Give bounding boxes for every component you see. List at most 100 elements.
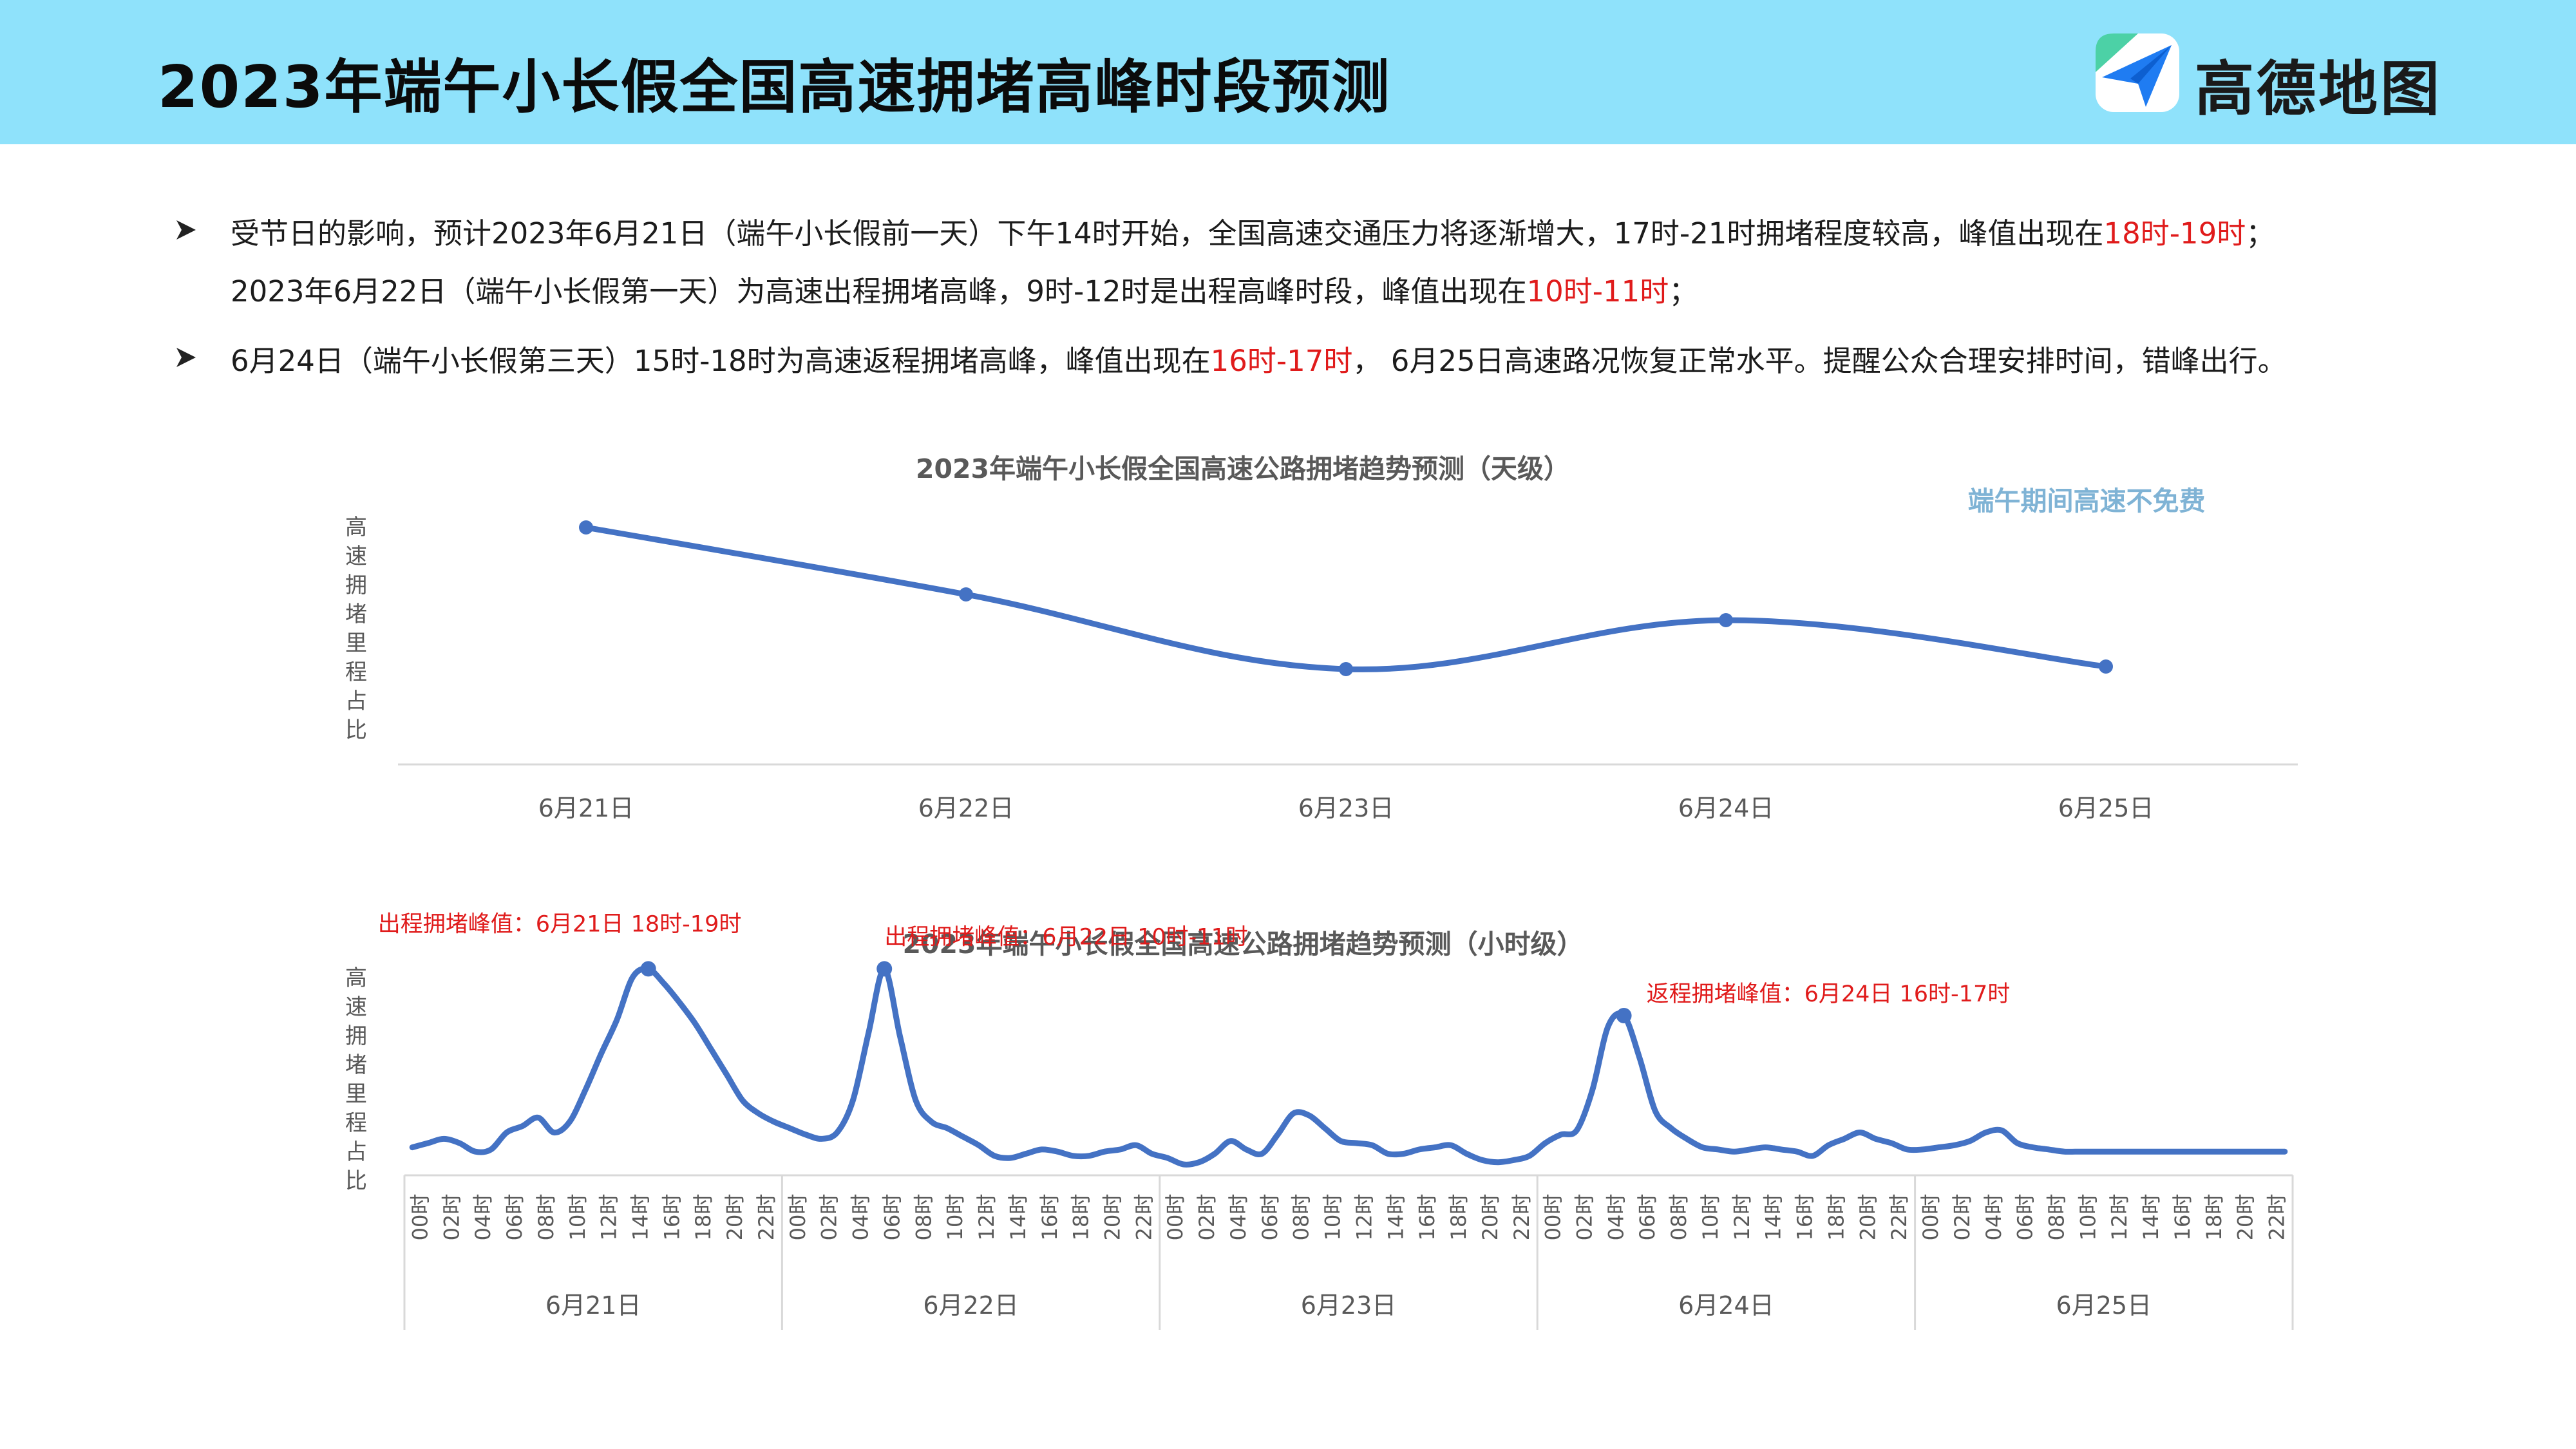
y-axis-label-char: 高 [345, 515, 367, 540]
bullet-1-line-2: 2023年6月22日（端午小长假第一天）为高速出程拥堵高峰，9时-12时是出程高… [231, 263, 2460, 321]
day-group-label: 6月25日 [2056, 1291, 2152, 1320]
peak-marker [876, 961, 893, 977]
y-axis-label-char: 程 [345, 659, 367, 685]
bullet-2-line-1: 6月24日（端午小长假第三天）15时-18时为高速返程拥堵高峰，峰值出现在16时… [231, 332, 2460, 390]
hour-tick-label: 14时 [1761, 1194, 1786, 1241]
y-axis-label-char: 速 [345, 994, 367, 1020]
hour-tick-label: 04时 [849, 1194, 873, 1241]
chart-annotation: 端午期间高速不免费 [1968, 486, 2206, 516]
hour-tick-label: 20时 [1101, 1194, 1125, 1241]
hour-tick-label: 08时 [2045, 1194, 2069, 1241]
hour-tick-label: 06时 [1635, 1194, 1660, 1241]
amap-logo-icon [2096, 33, 2179, 112]
hour-tick-label: 02时 [817, 1194, 842, 1241]
brand: 高德地图 [2093, 31, 2479, 124]
y-axis-label-char: 里 [345, 630, 367, 656]
hour-tick-label: 04时 [1604, 1194, 1628, 1241]
hour-tick-label: 02时 [1573, 1194, 1597, 1241]
bullet-text: ； [1669, 274, 1698, 308]
hour-tick-label: 06时 [1258, 1194, 1282, 1241]
y-axis-label-char: 拥 [345, 573, 367, 598]
hour-tick-label: 00时 [786, 1194, 810, 1241]
series-line [409, 965, 2288, 1168]
y-axis-label-char: 占 [345, 1139, 367, 1165]
bullet-1-line-1: 受节日的影响，预计2023年6月21日（端午小长假前一天）下午14时开始，全国高… [231, 205, 2460, 263]
hour-tick-label: 18时 [1824, 1194, 1848, 1241]
hour-tick-label: 14时 [2139, 1194, 2163, 1241]
hour-tick-label: 12时 [1352, 1194, 1376, 1241]
hour-tick-label: 00时 [408, 1194, 432, 1241]
y-axis-label-char: 占 [345, 688, 367, 714]
header-banner: 2023年端午小长假全国高速拥堵高峰时段预测 高德地图 [0, 0, 2576, 144]
hour-tick-label: 02时 [439, 1194, 464, 1241]
day-group-label: 6月23日 [1301, 1291, 1397, 1320]
page-title: 2023年端午小长假全国高速拥堵高峰时段预测 [158, 53, 1391, 121]
hour-tick-label: 18时 [691, 1194, 715, 1241]
y-axis-label-char: 比 [345, 717, 367, 743]
hour-tick-label: 12时 [2107, 1194, 2132, 1241]
day-group-label: 6月21日 [545, 1291, 641, 1320]
x-tick-label: 6月21日 [538, 794, 634, 822]
hour-tick-label: 10时 [1698, 1194, 1723, 1241]
day-group-label: 6月24日 [1678, 1291, 1774, 1320]
peak-label: 出程拥堵峰值：6月22日 10时-11时 [884, 924, 1248, 950]
hour-tick-label: 08时 [534, 1194, 558, 1241]
data-point [579, 520, 593, 535]
bullet-item-2: 6月24日（端午小长假第三天）15时-18时为高速返程拥堵高峰，峰值出现在16时… [167, 332, 2460, 390]
daily-congestion-chart: 2023年端午小长假全国高速公路拥堵趋势预测（天级） 端午期间高速不免费 高速拥… [345, 453, 2298, 822]
brand-name: 高德地图 [2195, 55, 2443, 124]
chart-title: 2023年端午小长假全国高速公路拥堵趋势预测（小时级） [902, 929, 1583, 960]
hour-tick-label: 12时 [974, 1194, 999, 1241]
hour-tick-label: 10时 [943, 1194, 967, 1241]
hour-tick-label: 14时 [1006, 1194, 1030, 1241]
x-tick-label: 6月23日 [1298, 794, 1394, 822]
hour-tick-label: 20时 [1478, 1194, 1502, 1241]
data-point [2099, 659, 2113, 674]
hour-tick-label: 00时 [1541, 1194, 1566, 1241]
hour-tick-label: 04时 [471, 1194, 495, 1241]
hour-tick-label: 14时 [629, 1194, 653, 1241]
hour-tick-label: 16时 [2170, 1194, 2195, 1241]
data-point [1339, 662, 1353, 676]
hour-tick-label: 04时 [1982, 1194, 2006, 1241]
hour-tick-label: 10时 [1321, 1194, 1345, 1241]
hour-tick-label: 20时 [2233, 1194, 2258, 1241]
data-point [959, 587, 973, 601]
hour-tick-label: 18时 [1069, 1194, 1094, 1241]
hour-tick-label: 02时 [1950, 1194, 1975, 1241]
peak-label: 出程拥堵峰值：6月21日 18时-19时 [378, 911, 742, 937]
hour-tick-label: 16时 [1037, 1194, 1062, 1241]
hour-tick-label: 12时 [1730, 1194, 1754, 1241]
hour-tick-label: 08时 [1667, 1194, 1691, 1241]
peak-marker [1616, 1008, 1632, 1023]
hour-tick-label: 20时 [1855, 1194, 1880, 1241]
hour-tick-label: 06时 [502, 1194, 527, 1241]
day-group-label: 6月22日 [923, 1291, 1019, 1320]
hour-tick-label: 00时 [1163, 1194, 1188, 1241]
y-axis-label-char: 里 [345, 1081, 367, 1107]
hour-tick-label: 22时 [1887, 1194, 1911, 1241]
hour-tick-label: 06时 [880, 1194, 904, 1241]
hour-tick-label: 22时 [754, 1194, 779, 1241]
bullet-text: ， 6月25日高速路况恢复正常水平。提醒公众合理安排时间，错峰出行。 [1352, 344, 2287, 378]
bullet-text: 受节日的影响，预计2023年6月21日（端午小长假前一天）下午14时开始，全国高… [231, 216, 2104, 251]
x-tick-label: 6月22日 [918, 794, 1014, 822]
y-axis-label-char: 速 [345, 544, 367, 569]
chart-title: 2023年端午小长假全国高速公路拥堵趋势预测（天级） [916, 453, 1570, 484]
y-axis-label-char: 高 [345, 965, 367, 991]
y-axis-label-char: 堵 [345, 1052, 367, 1078]
hour-tick-label: 12时 [597, 1194, 621, 1241]
hour-tick-label: 22时 [1132, 1194, 1156, 1241]
bullet-item-1: 受节日的影响，预计2023年6月21日（端午小长假前一天）下午14时开始，全国高… [167, 205, 2460, 321]
arrowhead-bullet-icon [176, 220, 196, 240]
peak-marker [640, 961, 656, 977]
y-axis-label-char: 比 [345, 1168, 367, 1194]
x-tick-label: 6月24日 [1678, 794, 1774, 822]
hour-tick-label: 02时 [1195, 1194, 1219, 1241]
y-axis-label-char: 拥 [345, 1023, 367, 1049]
bullet-text: ； [2246, 216, 2275, 251]
highlight-text: 18时-19时 [2103, 216, 2246, 251]
highlight-text: 10时-11时 [1526, 274, 1669, 308]
hour-tick-label: 00时 [1918, 1194, 1943, 1241]
